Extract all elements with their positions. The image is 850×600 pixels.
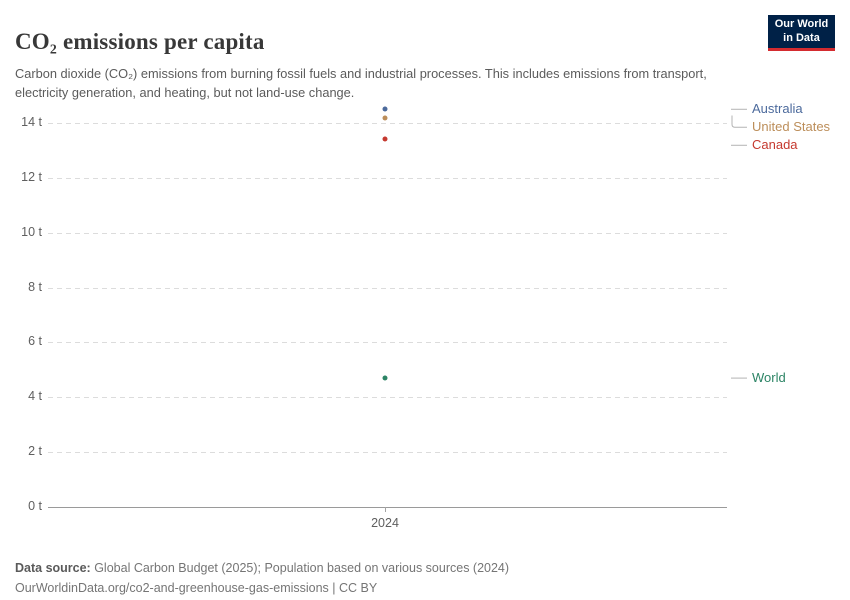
- gridline: [48, 342, 727, 344]
- gridline: [48, 287, 727, 289]
- owid-logo-line2: in Data: [783, 31, 820, 44]
- gridline: [48, 123, 727, 124]
- y-axis-tick-label: 10 t: [21, 224, 42, 239]
- data-source-label: Data source:: [15, 560, 91, 575]
- gridline: [48, 452, 727, 454]
- y-axis-tick-label: 2 t: [28, 444, 42, 459]
- y-axis-tick-label: 4 t: [28, 389, 42, 404]
- x-axis-line: [48, 507, 727, 508]
- owid-logo-line1: Our World: [774, 17, 829, 30]
- data-point-united-states[interactable]: [382, 115, 388, 120]
- gridline: [48, 177, 727, 179]
- page-title: CO₂ emissions per capita: [15, 29, 265, 55]
- chart-subtitle: Carbon dioxide (CO₂) emissions from burn…: [15, 65, 707, 101]
- data-source-note: Data source: Global Carbon Budget (2025)…: [15, 561, 509, 575]
- y-axis-tick-label: 8 t: [28, 279, 42, 294]
- y-axis-tick-label: 6 t: [28, 334, 42, 349]
- footer-url[interactable]: OurWorldinData.org/co2-and-greenhouse-ga…: [15, 580, 378, 595]
- x-axis-tick: [385, 507, 386, 512]
- legend-item-united-states[interactable]: United States: [752, 119, 831, 135]
- gridline: [48, 232, 727, 234]
- data-point-canada[interactable]: [382, 136, 388, 142]
- owid-logo[interactable]: Our World in Data: [768, 15, 835, 51]
- y-axis-tick-label: 14 t: [21, 115, 42, 129]
- data-source-text: Global Carbon Budget (2025); Population …: [90, 560, 510, 575]
- gridline: [48, 397, 727, 399]
- x-axis-tick-label: 2024: [371, 516, 399, 530]
- data-point-world[interactable]: [382, 375, 388, 381]
- legend-item-canada[interactable]: Canada: [752, 137, 798, 153]
- legend-item-australia[interactable]: Australia: [752, 101, 803, 117]
- legend-connector: [731, 115, 747, 128]
- y-axis-tick-label: 12 t: [21, 169, 42, 184]
- legend-item-world[interactable]: World: [752, 370, 786, 386]
- data-point-australia[interactable]: [382, 106, 388, 112]
- y-axis-tick-label: 0 t: [28, 499, 42, 513]
